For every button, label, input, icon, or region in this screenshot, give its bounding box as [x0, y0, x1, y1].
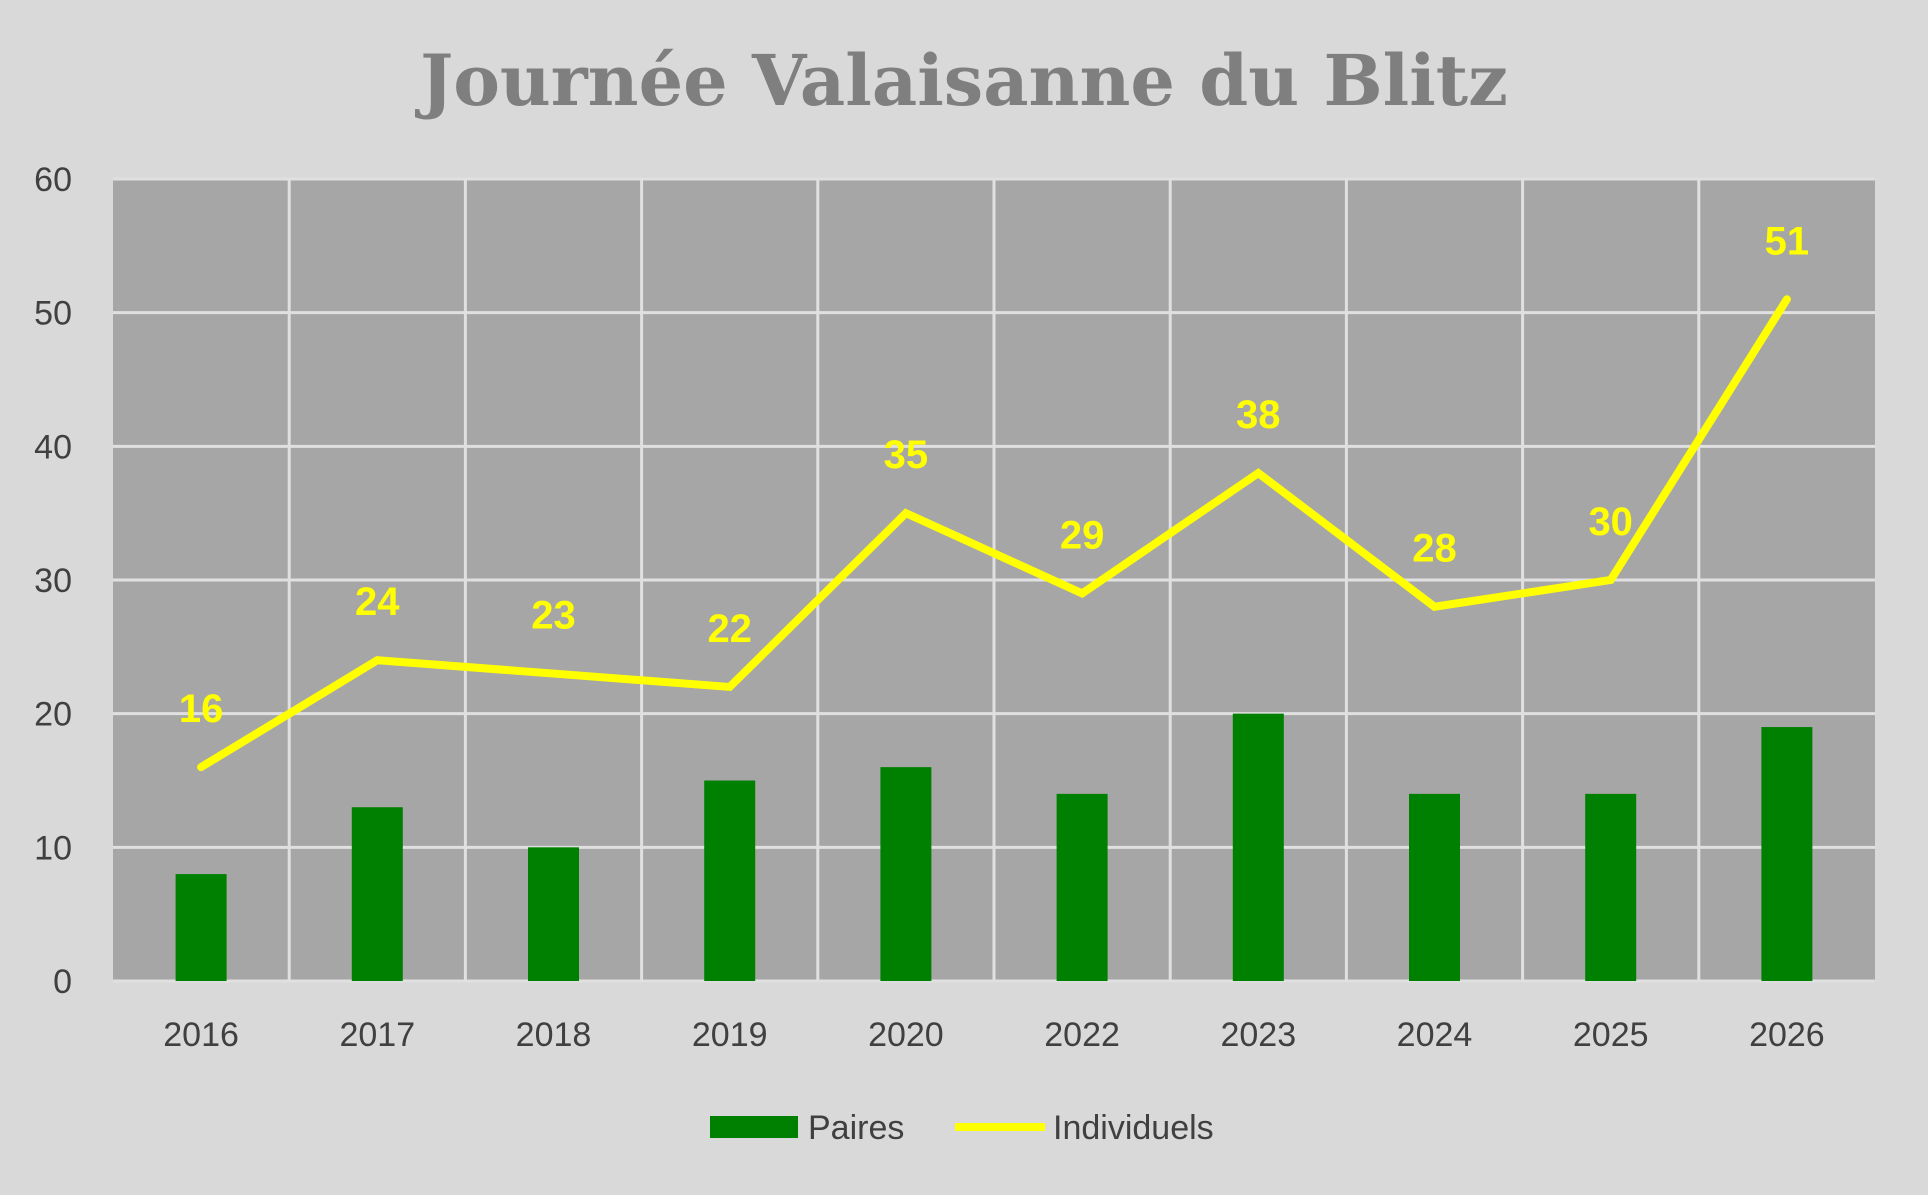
- individuels-data-label: 30: [1588, 500, 1633, 544]
- x-tick-label: 2023: [1220, 1016, 1296, 1054]
- paires-bar: [704, 780, 756, 981]
- paires-bar: [351, 807, 403, 981]
- individuels-data-label: 24: [355, 580, 400, 624]
- x-tick-label: 2022: [1044, 1016, 1120, 1054]
- chart-title: Journée Valaisanne du Blitz: [414, 39, 1508, 122]
- paires-bar: [1761, 727, 1813, 981]
- individuels-data-label: 22: [707, 607, 752, 651]
- x-tick-label: 2019: [692, 1016, 768, 1054]
- paires-bars: [175, 713, 1813, 981]
- paires-bar: [1232, 713, 1284, 981]
- paires-bar: [1056, 793, 1108, 981]
- x-tick-label: 2016: [163, 1016, 239, 1054]
- y-tick-label: 40: [34, 428, 72, 466]
- y-tick-label: 10: [34, 829, 72, 867]
- y-axis-ticks: 0 10 20 30 40 50 60: [34, 161, 72, 1001]
- x-axis-ticks: 2016 2017 2018 2019 2020 2022 2023 2024 2025 2026: [163, 1016, 1824, 1054]
- individuels-data-label: 51: [1765, 219, 1810, 263]
- x-tick-label: 2018: [516, 1016, 592, 1054]
- legend-swatch-paires: [710, 1116, 798, 1138]
- y-tick-label: 30: [34, 562, 72, 600]
- individuels-data-label: 23: [531, 594, 576, 638]
- y-tick-label: 0: [53, 963, 72, 1001]
- individuels-data-label: 28: [1412, 527, 1457, 571]
- individuels-data-label: 16: [179, 687, 224, 731]
- paires-bar: [880, 767, 932, 981]
- paires-bar: [175, 874, 227, 981]
- x-tick-label: 2026: [1749, 1016, 1825, 1054]
- y-tick-label: 20: [34, 696, 72, 734]
- x-tick-label: 2025: [1573, 1016, 1649, 1054]
- paires-bar: [1409, 793, 1460, 981]
- individuels-data-label: 29: [1060, 513, 1105, 557]
- legend: Paires Individuels: [710, 1109, 1214, 1147]
- individuels-line: [197, 295, 1791, 772]
- x-tick-label: 2024: [1397, 1016, 1473, 1054]
- y-tick-label: 60: [34, 161, 72, 199]
- individuels-data-label: 38: [1236, 393, 1281, 437]
- individuels-data-labels: 16 24 23 22 35 29 38 28 30 51: [179, 219, 1809, 731]
- x-tick-label: 2017: [339, 1016, 415, 1054]
- individuels-data-label: 35: [884, 433, 929, 477]
- y-tick-label: 50: [34, 295, 72, 333]
- paires-bar: [1585, 793, 1637, 981]
- x-tick-label: 2020: [868, 1016, 944, 1054]
- legend-label-paires: Paires: [808, 1109, 904, 1147]
- gridlines: [113, 177, 1875, 983]
- paires-bar: [528, 847, 579, 981]
- legend-label-individuels: Individuels: [1053, 1109, 1214, 1147]
- individuels-line-layer: [197, 295, 1791, 772]
